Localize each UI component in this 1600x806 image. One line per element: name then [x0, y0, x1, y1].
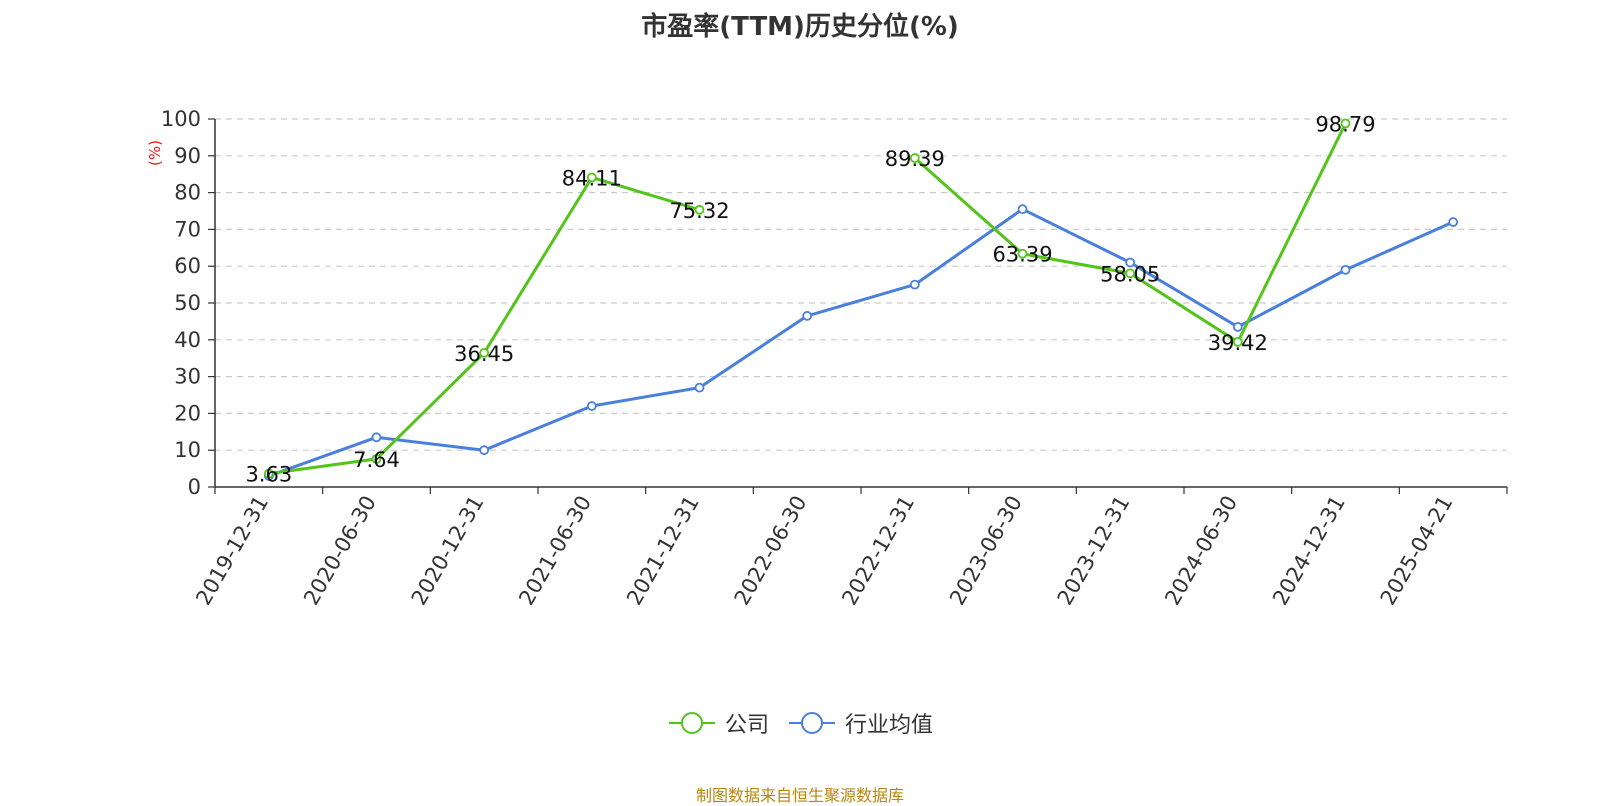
- data-point: [371, 453, 382, 464]
- x-tick-label: 2023-12-31: [1053, 492, 1135, 610]
- series-line: [268, 207, 1454, 478]
- data-point: [1232, 322, 1243, 332]
- x-tick-label: 2020-06-30: [299, 492, 381, 610]
- data-label: 75.32: [669, 199, 729, 223]
- data-labels: 3.63 7.64 36.45 84.11 75.32 89.39 63.39 58.05 39…: [245, 112, 1375, 486]
- legend-marker-icon: [789, 712, 835, 734]
- data-point: [1125, 257, 1136, 268]
- data-point: [1448, 217, 1459, 227]
- series-line: [268, 175, 700, 476]
- x-tick-label: 2022-12-31: [837, 491, 919, 609]
- legend-label: 公司: [724, 713, 769, 738]
- data-point: [694, 382, 705, 393]
- data-point: [694, 204, 705, 215]
- data-label: 58.05: [1100, 262, 1160, 286]
- source-note: 制图数据来自恒生聚源数据库: [695, 786, 904, 805]
- data-point: [371, 432, 382, 443]
- data-point: [586, 172, 597, 183]
- y-tick-label: 50: [174, 291, 201, 315]
- y-tick-label: 80: [174, 181, 201, 205]
- x-tick-label: 2021-12-31: [622, 492, 704, 610]
- data-point: [263, 468, 274, 479]
- data-point: [1125, 268, 1136, 279]
- data-point: [479, 445, 490, 456]
- data-label: 36.45: [454, 342, 514, 366]
- y-tick-label: 0: [188, 475, 201, 499]
- data-label: 39.42: [1208, 331, 1268, 355]
- data-label: 7.64: [353, 448, 400, 472]
- legend-label: 行业均值: [845, 713, 934, 738]
- data-point: [909, 153, 920, 163]
- grid-lines: [215, 118, 1507, 451]
- data-label: 98.79: [1315, 112, 1375, 136]
- y-tick-label: 30: [174, 365, 201, 389]
- data-point: [1232, 337, 1243, 347]
- data-point: [1017, 248, 1028, 259]
- data-point: [802, 310, 813, 321]
- chart-title: 市盈率(TTM)历史分位(%): [641, 12, 959, 42]
- x-tick-label: 2020-12-31: [407, 491, 489, 609]
- data-label: 63.39: [992, 243, 1052, 267]
- series-lines: [263, 118, 1459, 481]
- y-tick-label: 20: [174, 401, 201, 425]
- x-tick-label: 2024-06-30: [1160, 492, 1242, 610]
- x-tick-label: 2023-06-30: [945, 492, 1027, 610]
- y-tick-label: 60: [174, 254, 201, 278]
- data-point: [1340, 118, 1351, 129]
- data-label: 3.63: [245, 463, 292, 487]
- y-axis-label: (%): [146, 140, 164, 166]
- data-point: [586, 401, 597, 411]
- legend-item[interactable]: 行业均值: [787, 707, 933, 739]
- data-label: 89.39: [885, 147, 945, 171]
- x-tick-label: 2022-06-30: [730, 492, 812, 610]
- legend-item[interactable]: 公司: [667, 707, 769, 739]
- data-point: [1340, 264, 1351, 275]
- y-tick-label: 40: [174, 328, 201, 352]
- data-label: 84.11: [562, 166, 622, 190]
- legend: 公司 行业均值: [0, 707, 1600, 739]
- axes: 0 10 20 30 40 50 60 70 80 90 100 (%) 2019-12-31 2020-…: [146, 107, 1508, 610]
- data-point: [479, 347, 490, 358]
- x-tick-label: 2019-12-31: [191, 492, 273, 610]
- x-tick-label: 2021-06-30: [514, 492, 596, 610]
- x-tick-label: 2025-04-21: [1376, 492, 1458, 610]
- legend-marker-icon: [668, 712, 715, 734]
- x-tick-label: 2024-12-31: [1268, 492, 1350, 610]
- y-tick-label: 90: [174, 144, 201, 168]
- y-tick-label: 100: [161, 107, 201, 131]
- y-tick-label: 70: [174, 217, 201, 241]
- data-point: [1017, 204, 1028, 215]
- data-point: [909, 279, 920, 290]
- y-tick-label: 10: [174, 438, 201, 462]
